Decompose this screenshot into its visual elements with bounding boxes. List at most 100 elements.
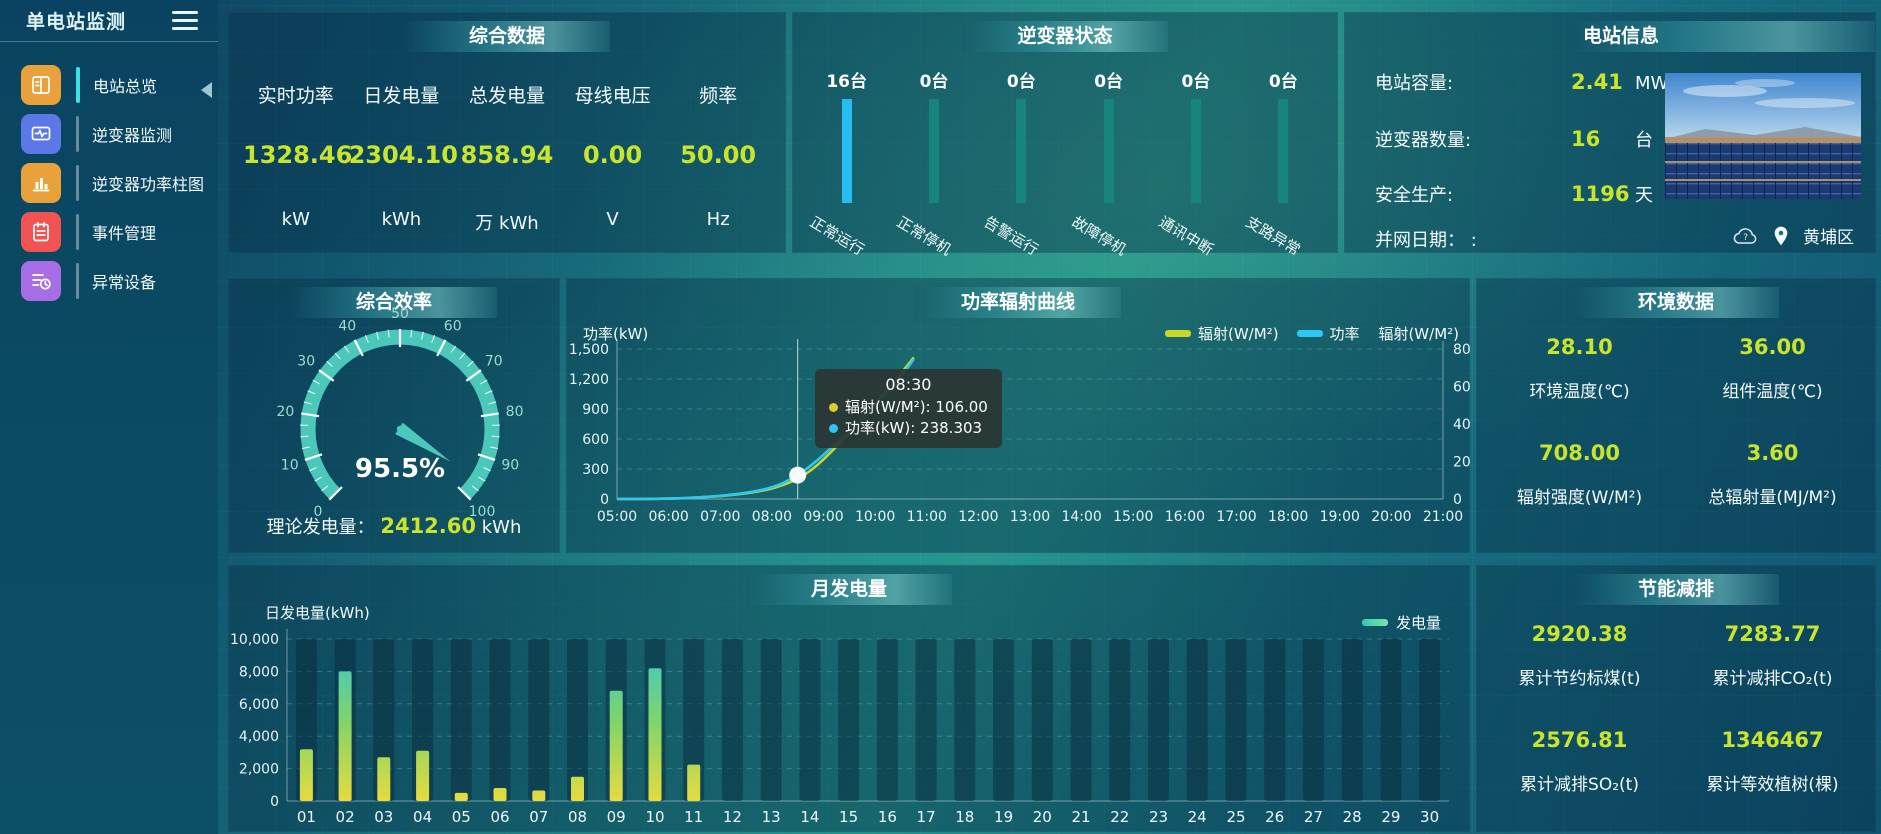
inverter-count: 0台: [1006, 72, 1036, 92]
info-label: 安全生产:: [1375, 185, 1454, 206]
metric-label: 累计减排CO₂(t): [1712, 669, 1833, 689]
svg-text:30: 30: [1420, 808, 1439, 826]
svg-text:08:00: 08:00: [752, 509, 792, 525]
power-radiation-chart[interactable]: 0 300 600 900 1,200 1,500 0 200 400 600 800 05:00 06…: [567, 279, 1480, 552]
tooltip-text: 辐射(W/M²): 106.00: [845, 398, 988, 416]
svg-text:80: 80: [506, 404, 524, 420]
abnormal-device-icon: [21, 260, 61, 301]
app-title: 单电站监测: [26, 11, 127, 33]
menu-item-divider: [76, 164, 79, 201]
metric-cell: 36.00 组件温度(℃): [1676, 335, 1869, 402]
menu-item-divider: [76, 213, 79, 250]
theory-label: 理论发电量：: [266, 517, 375, 538]
info-unit: 台: [1635, 130, 1653, 151]
inverter-status-column: 16台 正常运行: [803, 63, 890, 259]
svg-text:0: 0: [270, 794, 279, 810]
legend-label: 发电量: [1395, 614, 1441, 632]
metric-label: 总辐射量(MJ/M²): [1708, 488, 1837, 508]
metric-unit: Hz: [706, 209, 730, 230]
svg-text:21:00: 21:00: [1423, 509, 1463, 525]
svg-text:16:00: 16:00: [1165, 509, 1205, 525]
tooltip-row: 辐射(W/M²): 106.00: [829, 397, 988, 418]
metric-value: 708.00: [1538, 441, 1621, 465]
svg-text:100: 100: [469, 504, 496, 519]
svg-text:05: 05: [452, 808, 471, 826]
svg-text:900: 900: [582, 402, 609, 418]
metric-value: 36.00: [1739, 335, 1806, 359]
status-label: 告警运行: [981, 212, 1042, 260]
efficiency-gauge: 0 10 20 30 40 50 60 70 80 90 100 95.5%: [245, 306, 555, 520]
sidebar-item[interactable]: 电站总览: [0, 60, 218, 109]
svg-text:15: 15: [839, 808, 858, 826]
svg-text:07:00: 07:00: [700, 509, 740, 525]
svg-text:10,000: 10,000: [230, 632, 279, 648]
location-pin-icon: [1774, 226, 1788, 245]
legend-item[interactable]: 功率: [1296, 323, 1360, 344]
sidebar-item[interactable]: 异常设备: [0, 256, 218, 305]
svg-text:12:00: 12:00: [958, 509, 998, 525]
svg-text:24: 24: [1188, 808, 1207, 826]
status-bar: [841, 99, 852, 203]
series-dot: [829, 403, 838, 412]
svg-text:600: 600: [582, 432, 609, 448]
svg-text:12: 12: [723, 808, 742, 826]
panel-monthly-generation: 月发电量 发电量 0 2,000 4,000 6,000 8,000 10,000 日发电量…: [228, 565, 1470, 832]
sidebar-item[interactable]: 逆变器监测: [0, 109, 218, 158]
legend-item[interactable]: 辐射(W/M²): [1165, 323, 1279, 344]
legend-label: 功率: [1329, 325, 1360, 343]
station-info-row: 电站容量: 2.41 MW: [1375, 69, 1668, 95]
svg-text:02: 02: [336, 808, 355, 826]
monthly-generation-chart[interactable]: 0 2,000 4,000 6,000 8,000 10,000 日发电量(kWh) 01 02…: [229, 566, 1469, 831]
info-value: 16: [1571, 127, 1601, 151]
metric-value: 28.10: [1546, 335, 1613, 359]
svg-text:90: 90: [501, 458, 519, 474]
svg-text:27: 27: [1304, 808, 1323, 826]
metric-cell: 2576.81 累计减排SO₂(t): [1483, 728, 1676, 795]
svg-text:05:00: 05:00: [597, 509, 637, 525]
metric-label: 环境温度(℃): [1529, 382, 1630, 402]
cloud-icon: ?: [1733, 227, 1757, 244]
sidebar-header: 单电站监测: [0, 0, 218, 42]
status-bar: [1016, 99, 1027, 203]
status-bar: [1278, 99, 1289, 203]
sidebar-item[interactable]: 逆变器功率柱图: [0, 158, 218, 207]
metric-label: 实时功率: [257, 85, 334, 107]
svg-text:0: 0: [600, 492, 609, 508]
menu-toggle-icon[interactable]: [172, 11, 198, 30]
metric-value: 1328.46: [243, 141, 353, 169]
svg-text:40: 40: [338, 319, 356, 335]
svg-text:19:00: 19:00: [1320, 509, 1360, 525]
info-label: 逆变器数量:: [1375, 130, 1472, 151]
legend-swatch: [1361, 619, 1388, 626]
sidebar-item-label: 事件管理: [92, 223, 157, 243]
inverter-count: 0台: [1268, 72, 1298, 92]
sidebar-item[interactable]: 事件管理: [0, 207, 218, 256]
environment-metrics: 28.10 环境温度(℃) 36.00 组件温度(℃) 708.00 辐射强度(W/M²)…: [1483, 335, 1869, 546]
status-label: 通讯中断: [1155, 212, 1217, 260]
summary-metric: 总发电量 858.94 万 kWh: [454, 71, 560, 238]
svg-text:10: 10: [645, 808, 664, 826]
metric-cell: 3.60 总辐射量(MJ/M²): [1676, 441, 1869, 508]
svg-text:20: 20: [276, 404, 294, 420]
panel-efficiency: 综合效率 0 10 20 30 40 50 60 70 80 90 100 95.5% 理论发电量： …: [228, 278, 560, 553]
svg-text:14:00: 14:00: [1061, 509, 1101, 525]
summary-metric: 日发电量 2304.10 kWh: [349, 71, 458, 238]
menu-item-divider: [76, 66, 80, 103]
svg-text:10: 10: [281, 458, 299, 474]
svg-text:2,000: 2,000: [239, 762, 279, 778]
bar-legend[interactable]: 发电量: [1361, 612, 1441, 633]
saving-metrics: 2920.38 累计节约标煤(t) 7283.77 累计减排CO₂(t) 2576.81…: [1483, 622, 1869, 825]
svg-text:07: 07: [529, 808, 548, 826]
info-value: 2.41: [1571, 70, 1623, 94]
svg-text:4,000: 4,000: [239, 729, 279, 745]
curve-legend[interactable]: 辐射(W/M²) 功率: [1165, 323, 1370, 344]
panel-station-info: 电站信息 电站容量: 2.41 MW 逆变器数量: 16 台安全生产: 1196 天并网日期：…: [1344, 12, 1876, 253]
panel-title: 功率辐射曲线: [915, 287, 1121, 318]
station-info-row: 逆变器数量: 16 台: [1375, 126, 1653, 152]
svg-text:?: ?: [1743, 233, 1748, 243]
collapse-arrow-icon[interactable]: [201, 82, 212, 98]
status-bar: [928, 99, 939, 203]
menu-item-divider: [76, 115, 79, 152]
panel-title: 月发电量: [746, 574, 952, 605]
